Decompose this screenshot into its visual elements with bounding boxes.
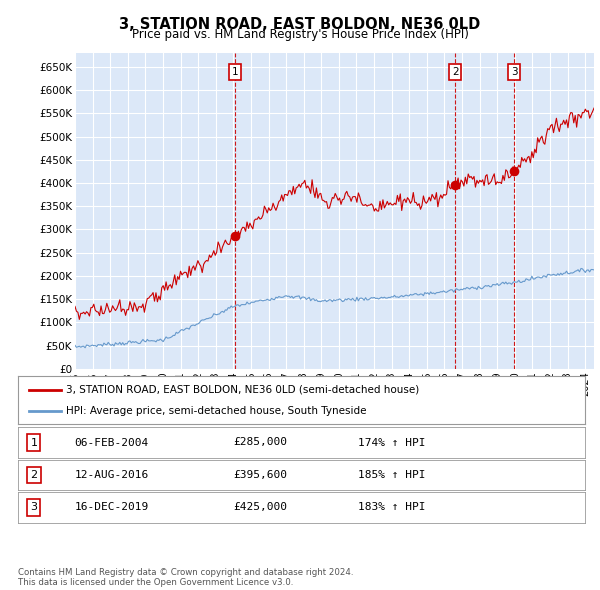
Text: 06-FEB-2004: 06-FEB-2004 <box>75 438 149 447</box>
Text: 12-AUG-2016: 12-AUG-2016 <box>75 470 149 480</box>
Text: £425,000: £425,000 <box>233 503 287 512</box>
Text: 183% ↑ HPI: 183% ↑ HPI <box>358 503 426 512</box>
Text: 3, STATION ROAD, EAST BOLDON, NE36 0LD: 3, STATION ROAD, EAST BOLDON, NE36 0LD <box>119 17 481 31</box>
Text: £395,600: £395,600 <box>233 470 287 480</box>
Text: 3: 3 <box>31 503 37 512</box>
Text: £285,000: £285,000 <box>233 438 287 447</box>
Text: 174% ↑ HPI: 174% ↑ HPI <box>358 438 426 447</box>
Text: Price paid vs. HM Land Registry's House Price Index (HPI): Price paid vs. HM Land Registry's House … <box>131 28 469 41</box>
Text: 16-DEC-2019: 16-DEC-2019 <box>75 503 149 512</box>
Text: HPI: Average price, semi-detached house, South Tyneside: HPI: Average price, semi-detached house,… <box>66 406 367 416</box>
Text: Contains HM Land Registry data © Crown copyright and database right 2024.
This d: Contains HM Land Registry data © Crown c… <box>18 568 353 587</box>
Text: 1: 1 <box>31 438 37 447</box>
Text: 2: 2 <box>452 67 458 77</box>
Text: 2: 2 <box>31 470 37 480</box>
Text: 185% ↑ HPI: 185% ↑ HPI <box>358 470 426 480</box>
Text: 1: 1 <box>232 67 238 77</box>
Text: 3, STATION ROAD, EAST BOLDON, NE36 0LD (semi-detached house): 3, STATION ROAD, EAST BOLDON, NE36 0LD (… <box>66 385 419 395</box>
Text: 3: 3 <box>511 67 517 77</box>
